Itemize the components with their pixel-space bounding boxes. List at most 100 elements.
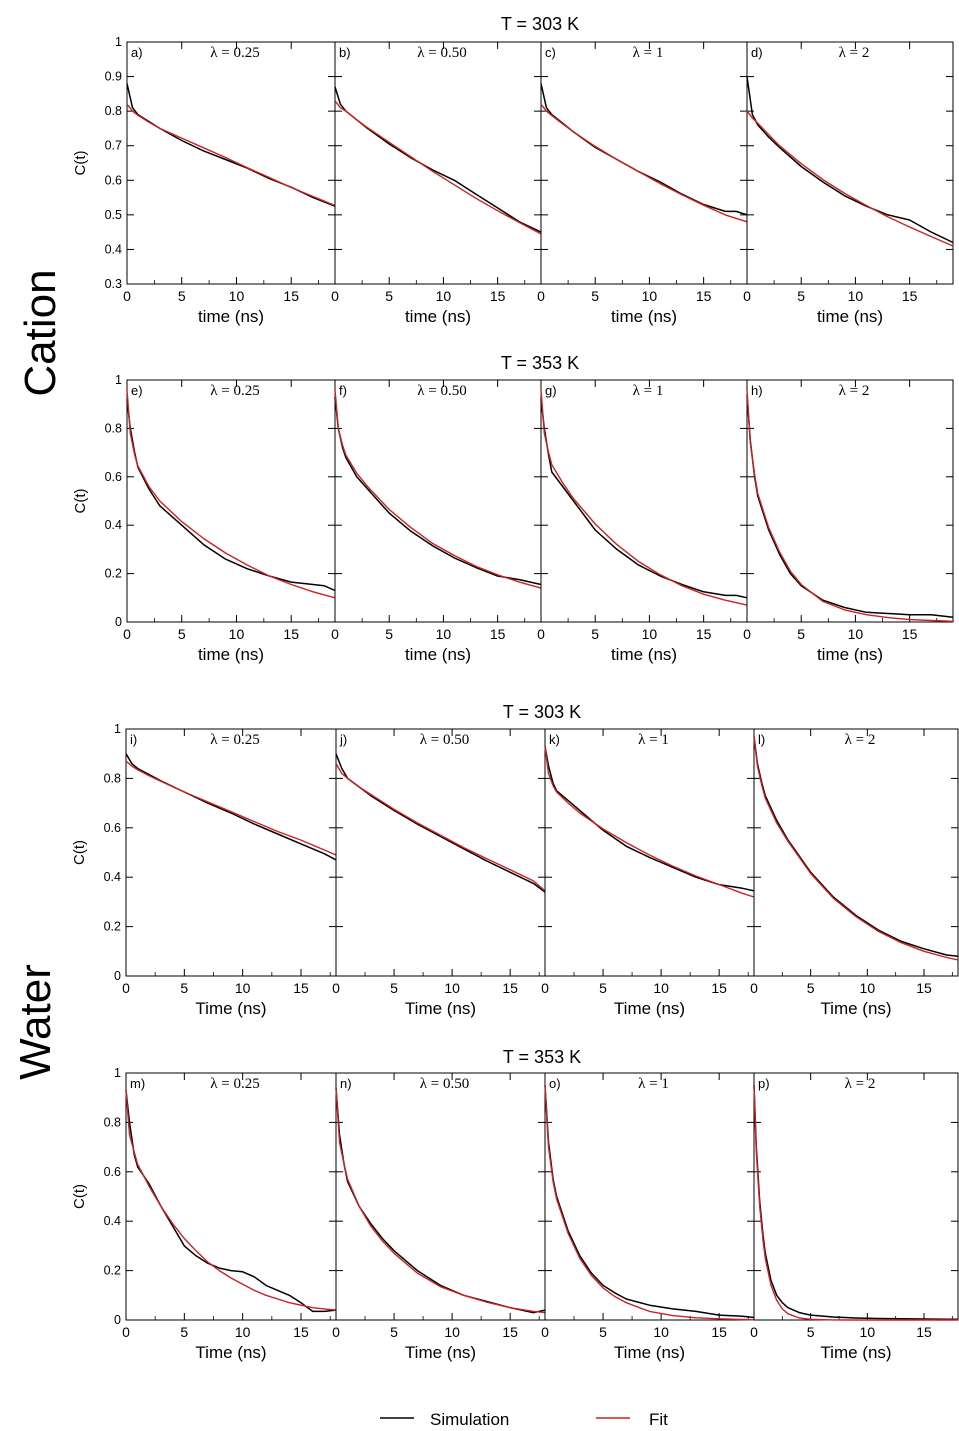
panel-letter: b) xyxy=(339,45,351,60)
panel-letter: d) xyxy=(751,45,763,60)
panel-frame xyxy=(544,1072,755,1321)
lambda-label: λ = 2 xyxy=(845,1076,876,1092)
x-tick-label: 10 xyxy=(444,1324,460,1340)
x-tick-label: 10 xyxy=(653,1324,669,1340)
y-tick-label: 0.8 xyxy=(104,771,121,785)
simulation-curve xyxy=(126,399,336,592)
y-tick-label: 0.2 xyxy=(105,567,122,581)
x-tick-label: 0 xyxy=(122,980,130,996)
panel-letter: e) xyxy=(131,383,143,398)
simulation-curve xyxy=(334,396,542,586)
y-axis-label: C(t) xyxy=(71,1184,88,1209)
lambda-label: λ = 0.50 xyxy=(417,383,466,399)
panel-h: 0 5 10 15 time (ns) h) λ = 2 xyxy=(743,379,954,664)
y-tick-label: 0.4 xyxy=(105,242,122,256)
y-tick-label: 0.3 xyxy=(105,277,122,291)
panel-o: 0 5 10 15 Time (ns) o) λ = 1 xyxy=(541,1072,755,1362)
panel-frame xyxy=(746,379,954,623)
lambda-label: λ = 1 xyxy=(638,1076,669,1092)
x-tick-label: 15 xyxy=(711,980,727,996)
x-axis-label: time (ns) xyxy=(405,307,471,326)
x-tick-label: 5 xyxy=(797,626,805,642)
panel-letter: p) xyxy=(758,1076,770,1091)
fit-curve xyxy=(125,760,337,856)
fit-curve xyxy=(540,103,748,223)
panel-letter: m) xyxy=(130,1076,145,1091)
x-tick-label: 15 xyxy=(490,288,506,304)
y-tick-label: 0.2 xyxy=(104,1264,121,1278)
y-tick-label: 1 xyxy=(114,722,121,736)
row-1: T = 303 KC(t)0.30.40.50.60.70.80.910 5 10 1… xyxy=(72,14,954,326)
y-tick-label: 0.9 xyxy=(105,70,122,84)
x-tick-label: 0 xyxy=(332,980,340,996)
legend-simulation-label: Simulation xyxy=(430,1410,509,1429)
x-tick-label: 5 xyxy=(180,980,188,996)
x-tick-label: 10 xyxy=(848,626,864,642)
panel-frame xyxy=(125,1072,337,1321)
x-axis-label: time (ns) xyxy=(611,307,677,326)
x-tick-label: 10 xyxy=(235,1324,251,1340)
legend: Simulation Fit xyxy=(380,1410,668,1429)
group-label-water: Water xyxy=(11,964,60,1080)
x-tick-label: 0 xyxy=(332,1324,340,1340)
x-axis-label: time (ns) xyxy=(198,645,264,664)
x-tick-label: 10 xyxy=(642,626,658,642)
y-tick-label: 0 xyxy=(114,969,121,983)
x-tick-label: 15 xyxy=(283,288,299,304)
x-axis-label: Time (ns) xyxy=(405,999,476,1018)
simulation-curve xyxy=(335,1087,546,1314)
y-tick-label: 0.2 xyxy=(104,920,121,934)
x-tick-label: 15 xyxy=(293,1324,309,1340)
fit-curve xyxy=(334,100,542,235)
fit-curve xyxy=(126,103,336,207)
fit-curve xyxy=(544,1085,755,1321)
fit-curve xyxy=(125,1090,337,1311)
legend-fit-label: Fit xyxy=(649,1410,668,1429)
x-tick-label: 10 xyxy=(436,626,452,642)
panel-p: 0 5 10 15 Time (ns) p) λ = 2 xyxy=(750,1072,959,1362)
x-axis-label: time (ns) xyxy=(198,307,264,326)
x-tick-label: 0 xyxy=(750,1324,758,1340)
x-tick-label: 15 xyxy=(916,1324,932,1340)
x-tick-label: 0 xyxy=(331,288,339,304)
row-title: T = 303 K xyxy=(503,702,581,722)
simulation-curve xyxy=(544,746,755,892)
x-tick-label: 0 xyxy=(537,626,545,642)
group-label-cation: Cation xyxy=(16,269,65,396)
x-tick-label: 10 xyxy=(444,980,460,996)
panel-letter: f) xyxy=(339,383,347,398)
panel-f: 0 5 10 15 time (ns) f) λ = 0.50 xyxy=(331,379,542,664)
x-axis-label: Time (ns) xyxy=(195,999,266,1018)
x-tick-label: 15 xyxy=(902,288,918,304)
y-tick-label: 0.4 xyxy=(105,518,122,532)
fit-curve xyxy=(126,389,336,599)
x-axis-label: Time (ns) xyxy=(195,1343,266,1362)
x-tick-label: 5 xyxy=(599,980,607,996)
panel-a: 0 5 10 15 time (ns) a) λ = 0.25 xyxy=(123,41,336,326)
x-tick-label: 5 xyxy=(180,1324,188,1340)
panel-frame xyxy=(540,41,748,285)
simulation-curve xyxy=(746,76,954,244)
x-tick-label: 15 xyxy=(711,1324,727,1340)
panel-n: 0 5 10 15 Time (ns) n) λ = 0.50 xyxy=(332,1072,546,1362)
simulation-curve xyxy=(753,1085,958,1321)
panel-letter: n) xyxy=(340,1076,352,1091)
x-tick-label: 5 xyxy=(178,288,186,304)
lambda-label: λ = 0.25 xyxy=(210,732,259,748)
panel-frame xyxy=(544,728,755,977)
x-tick-label: 10 xyxy=(229,288,245,304)
lambda-label: λ = 2 xyxy=(839,383,870,399)
x-axis-label: Time (ns) xyxy=(614,999,685,1018)
panel-d: 0 5 10 15 time (ns) d) λ = 2 xyxy=(743,41,954,326)
x-tick-label: 0 xyxy=(750,980,758,996)
x-tick-label: 5 xyxy=(797,288,805,304)
simulation-curve xyxy=(746,394,954,618)
x-tick-label: 15 xyxy=(502,1324,518,1340)
x-axis-label: Time (ns) xyxy=(820,1343,891,1362)
lambda-label: λ = 0.50 xyxy=(420,1076,469,1092)
x-tick-label: 15 xyxy=(902,626,918,642)
panel-letter: i) xyxy=(130,732,137,747)
x-tick-label: 15 xyxy=(293,980,309,996)
panel-letter: a) xyxy=(131,45,143,60)
y-tick-label: 0.6 xyxy=(104,1165,121,1179)
